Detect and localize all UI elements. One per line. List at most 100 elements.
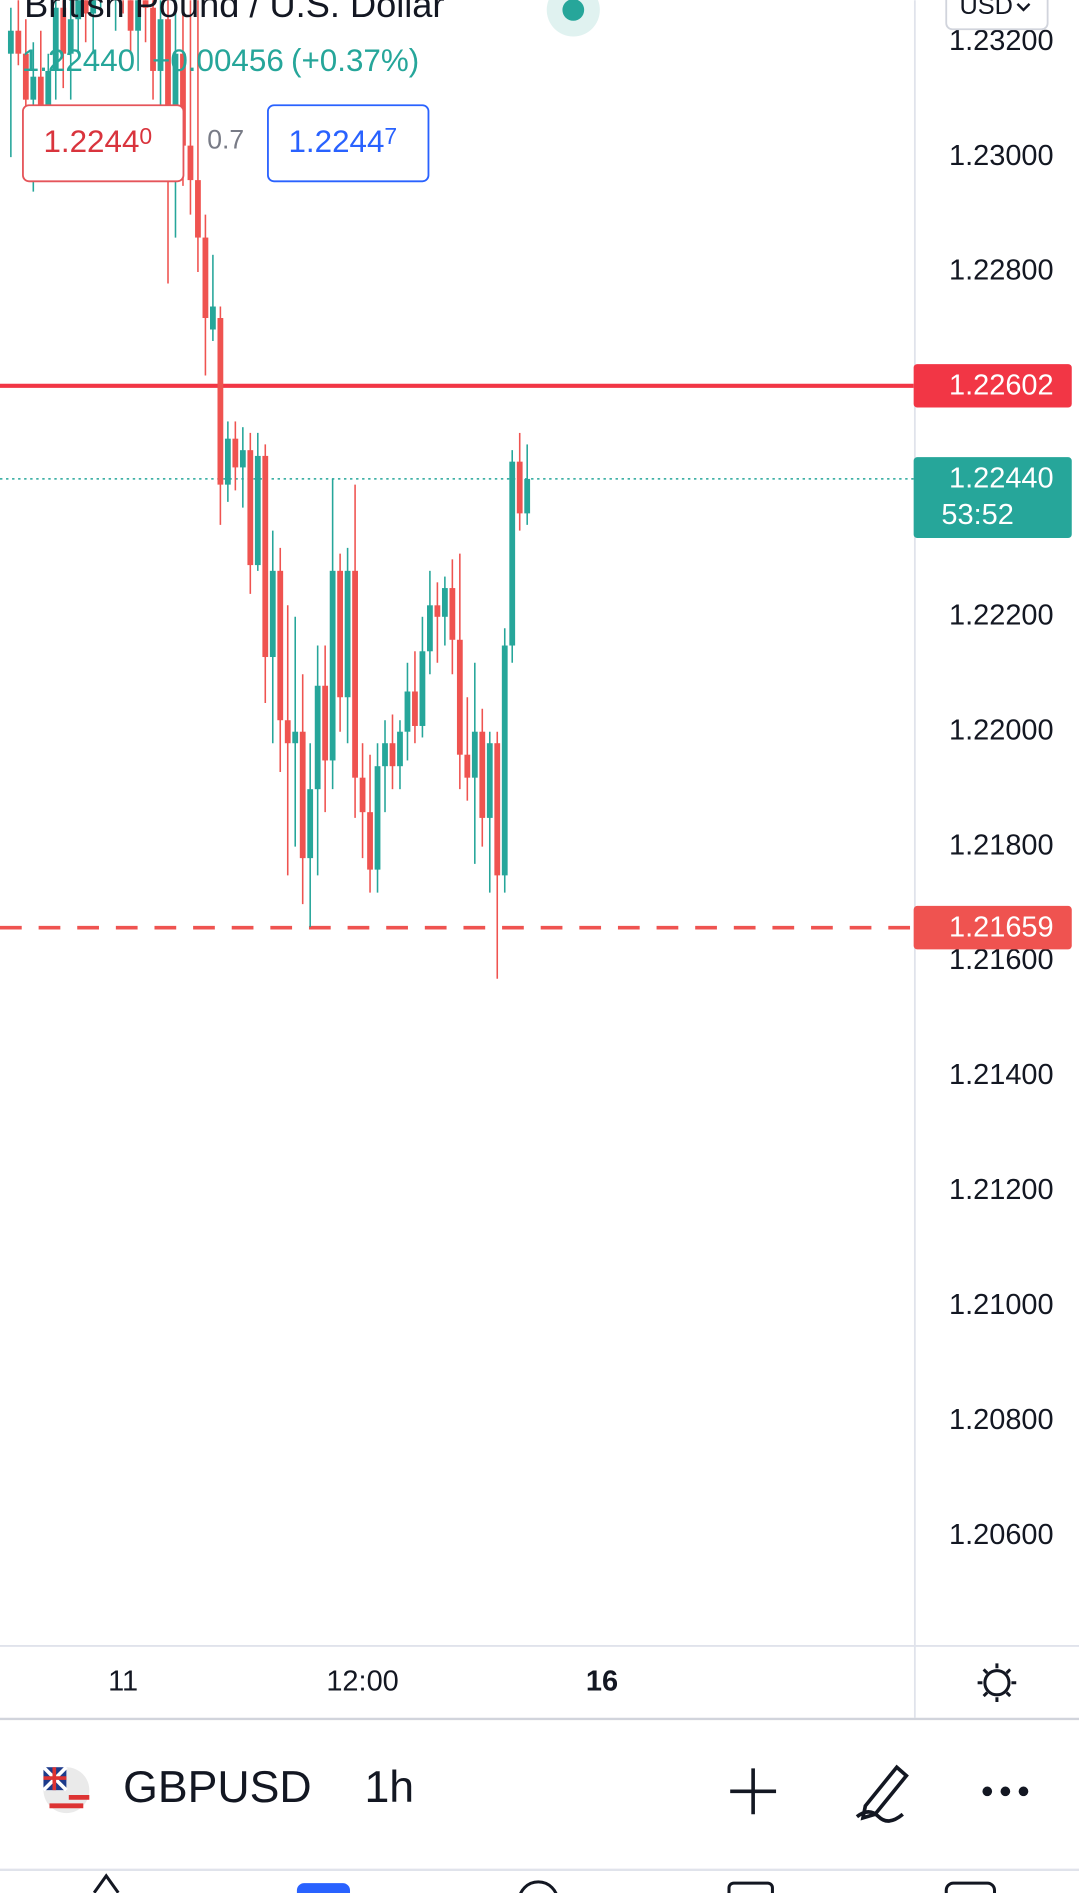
candle-body bbox=[329, 570, 336, 761]
candle-body bbox=[22, 53, 29, 100]
y-tick-label: 1.21200 bbox=[949, 1174, 1054, 1206]
candle-body bbox=[7, 30, 14, 54]
change: +0.00456 bbox=[152, 43, 284, 78]
candle-body bbox=[352, 570, 358, 778]
y-tick-label: 1.23000 bbox=[949, 140, 1054, 172]
candle-body bbox=[195, 180, 201, 238]
candle-body bbox=[157, 19, 164, 71]
buy-price-pip: 7 bbox=[384, 123, 397, 149]
candle-body bbox=[516, 461, 523, 514]
candle-body bbox=[247, 450, 254, 566]
candle-body bbox=[30, 76, 37, 100]
candle-body bbox=[45, 70, 52, 123]
candle-body bbox=[299, 731, 306, 859]
candle-body bbox=[524, 478, 531, 514]
candle-body bbox=[90, 0, 97, 14]
y-tick-label: 1.20600 bbox=[949, 1519, 1054, 1551]
sell-button[interactable] bbox=[22, 104, 185, 183]
candle-body bbox=[82, 0, 89, 14]
quote-line: 1.22440 +0.00456 (+0.37%) bbox=[22, 43, 419, 78]
y-tick-label: 1.22200 bbox=[949, 599, 1054, 631]
countdown: 53:52 bbox=[941, 499, 1013, 531]
candle-body bbox=[412, 691, 418, 726]
buy-price[interactable]: 1.22447 bbox=[288, 123, 397, 159]
last-price-label: 1.22440 bbox=[949, 463, 1054, 495]
price-axis: 1.23200 1.23000 1.22800 1.22200 1.22000 1.218… bbox=[913, 25, 1072, 1551]
candle-body bbox=[150, 7, 156, 71]
candle-body bbox=[464, 754, 471, 778]
candle-body bbox=[75, 0, 82, 20]
candle-body bbox=[217, 318, 224, 485]
buy-price-main: 1.2244 bbox=[288, 124, 384, 159]
plot-area bbox=[0, 0, 914, 979]
candle-body bbox=[419, 651, 426, 726]
y-tick-label: 1.21600 bbox=[949, 944, 1054, 976]
y-tick-label: 1.20800 bbox=[949, 1404, 1054, 1436]
buy-button[interactable] bbox=[267, 104, 430, 183]
candle-body bbox=[269, 570, 276, 658]
x-tick-label: 11 bbox=[108, 1665, 138, 1697]
candle-body bbox=[52, 7, 59, 71]
candle-body bbox=[292, 731, 299, 744]
change-percent: (+0.37%) bbox=[291, 43, 419, 78]
candle-body bbox=[322, 685, 329, 761]
sell-price[interactable]: 1.22440 bbox=[43, 123, 152, 159]
candle-body bbox=[486, 743, 493, 818]
candle-body bbox=[15, 30, 22, 54]
candle-body bbox=[374, 766, 381, 870]
candle-body bbox=[232, 438, 239, 468]
x-tick-label: 12:00 bbox=[326, 1665, 398, 1697]
y-tick-label: 1.21000 bbox=[949, 1289, 1054, 1321]
candle-body bbox=[389, 743, 396, 767]
y-tick-label: 1.22800 bbox=[949, 255, 1054, 287]
spread: 0.7 bbox=[207, 124, 244, 154]
price-line-label: 1.21659 bbox=[949, 912, 1054, 944]
bottom-nav bbox=[92, 1873, 997, 1893]
candle-body bbox=[254, 455, 261, 566]
price-line-label: 1.22602 bbox=[949, 370, 1054, 402]
symbol-flag bbox=[42, 1765, 90, 1814]
candle-body bbox=[479, 731, 486, 818]
settings-icon[interactable] bbox=[977, 1663, 1017, 1703]
candle-body bbox=[427, 605, 433, 652]
more-icon[interactable] bbox=[982, 1786, 1029, 1797]
candle-body bbox=[359, 777, 366, 813]
market-open-dot bbox=[562, 0, 585, 21]
price-line-label-bg bbox=[913, 364, 1072, 408]
sell-price-main: 1.2244 bbox=[43, 124, 139, 159]
currency[interactable]: USD bbox=[960, 0, 1013, 20]
candle-body bbox=[509, 461, 516, 646]
y-tick-label: 1.21400 bbox=[949, 1059, 1054, 1091]
candle-body bbox=[60, 7, 67, 54]
candle-body bbox=[210, 306, 216, 330]
add-icon[interactable] bbox=[730, 1768, 777, 1815]
candle-body bbox=[382, 743, 388, 767]
candle-body bbox=[127, 0, 134, 31]
candle-body bbox=[165, 19, 171, 158]
candle-body bbox=[501, 645, 508, 876]
symbol[interactable]: GBPUSD bbox=[123, 1763, 312, 1812]
candle-body bbox=[434, 605, 441, 617]
price-line-label-bg bbox=[913, 905, 1072, 950]
candle-body bbox=[449, 588, 456, 640]
draw-icon[interactable] bbox=[855, 1764, 909, 1823]
candle-body bbox=[202, 237, 209, 319]
interval[interactable]: 1h bbox=[364, 1763, 414, 1812]
candle-body bbox=[337, 570, 344, 698]
last-price-label-bg bbox=[913, 457, 1072, 539]
candle-body bbox=[367, 812, 373, 870]
x-tick-label: 16 bbox=[586, 1665, 618, 1697]
candle-body bbox=[494, 743, 501, 876]
candle-body bbox=[314, 685, 321, 790]
candle-body bbox=[397, 731, 403, 767]
candle-body bbox=[142, 0, 149, 8]
last-price: 1.22440 bbox=[22, 43, 135, 78]
candle-body bbox=[344, 570, 351, 698]
candle-body bbox=[187, 145, 194, 181]
sell-price-pip: 0 bbox=[139, 123, 152, 149]
time-axis: 11 12:00 16 bbox=[108, 1665, 618, 1697]
candle-body bbox=[262, 455, 269, 658]
candle-body bbox=[471, 731, 478, 778]
